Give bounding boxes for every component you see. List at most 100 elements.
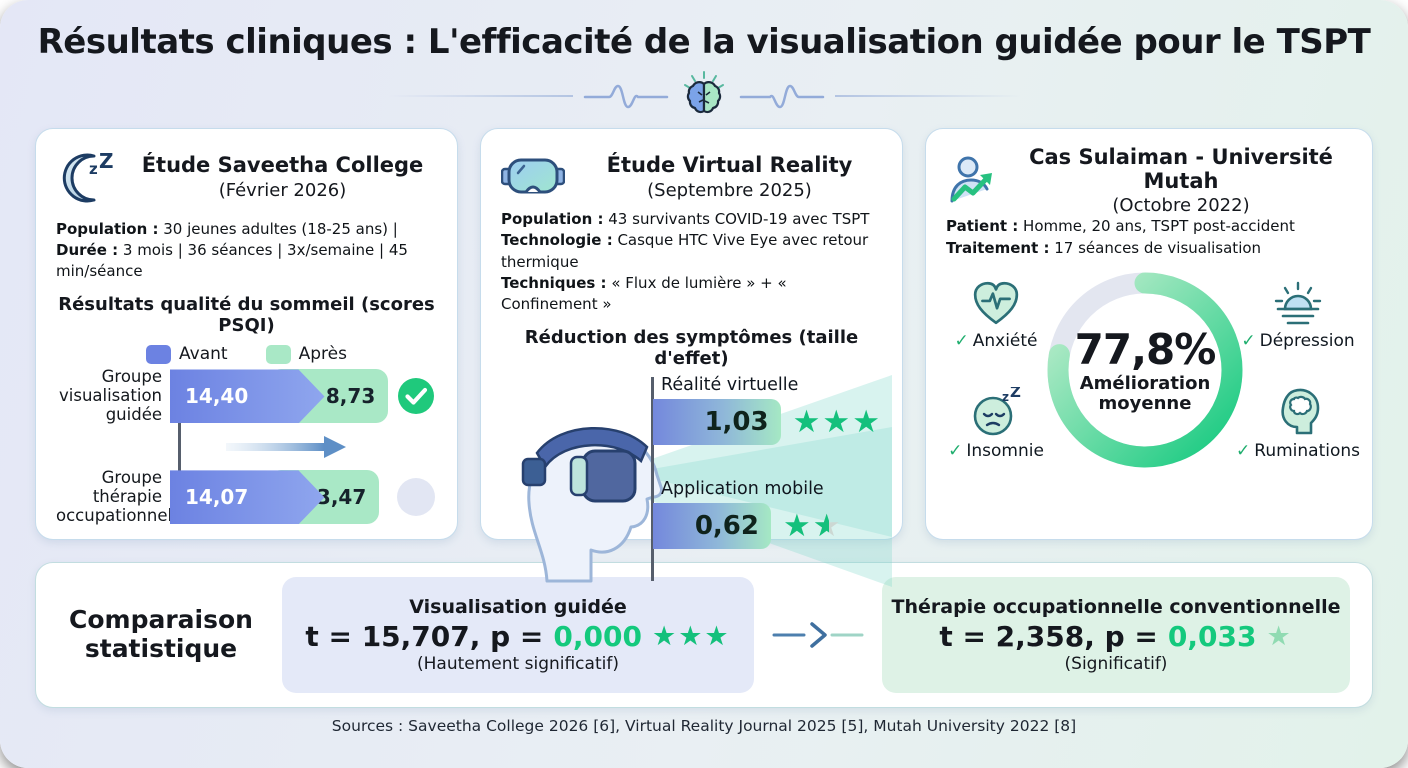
pulse-wave-icon-right xyxy=(739,84,825,109)
check-mark: ✓ xyxy=(1236,440,1251,461)
page-title: Résultats cliniques : L'efficacité de la… xyxy=(37,22,1371,62)
stat-occupational-title: Thérapie occupationnelle conventionnelle xyxy=(891,596,1341,618)
legend-label-before: Avant xyxy=(179,344,228,364)
card-vr-meta-population: Population : 43 survivants COVID-19 avec… xyxy=(501,210,870,228)
card-vr-meta-techniques: Techniques : « Flux de lumière » + « Con… xyxy=(501,273,787,314)
effect-bar-vr: 1,03 xyxy=(653,399,781,446)
effect-bar-app-value: 0,62 xyxy=(694,511,759,542)
stat-guided-title: Visualisation guidée xyxy=(409,596,627,618)
symptom-anxiety-label: ✓ Anxiété xyxy=(954,330,1038,351)
psqi-row-occupational: Groupe thérapie occupationnelle 13,47 14… xyxy=(56,467,437,526)
card-saveetha-date: (Février 2026) xyxy=(218,179,347,201)
psqi-row-guided-label: Groupe visualisation guidée xyxy=(59,367,162,424)
psqi-chart-title: Résultats qualité du sommeil (scores PSQ… xyxy=(58,294,435,336)
psqi-transition-arrow-zone xyxy=(56,425,437,469)
psqi-guided-before-bar: 14,40 xyxy=(170,369,325,423)
svg-text:z: z xyxy=(1002,390,1009,404)
improvement-donut-chart: 77,8% Amélioration moyenne xyxy=(1046,271,1244,469)
card-saveetha: z Z Étude Saveetha College (Février 2026… xyxy=(35,128,458,540)
effect-bar-app-label: Application mobile xyxy=(661,479,824,500)
symptom-depression: ✓ Dépression xyxy=(1241,279,1355,351)
psqi-row-guided: Groupe visualisation guidée 8,73 14,40 xyxy=(56,367,437,425)
effect-bar-app: 0,62 xyxy=(653,503,771,550)
comparison-arrow-icon xyxy=(772,622,864,648)
legend-item-before: Avant xyxy=(146,344,228,364)
right-arrow-icon xyxy=(226,435,346,458)
donut-ring xyxy=(1047,272,1243,468)
legend-item-after: Après xyxy=(265,344,347,364)
heart-pulse-icon xyxy=(973,281,1019,325)
divider-line-right xyxy=(835,95,1020,97)
card-sulaiman-header: Cas Sulaiman - Université Mutah (Octobre… xyxy=(946,145,1352,216)
comparison-heading: Comparaison statistique xyxy=(69,605,253,663)
psqi-legend: Avant Après xyxy=(56,344,437,364)
psqi-axis-line xyxy=(178,372,181,522)
stat-guided-note: (Hautement significatif) xyxy=(417,654,619,674)
effect-bar-vr-row: 1,03 ★★★ xyxy=(653,399,882,446)
moon-zzz-icon: z Z xyxy=(62,149,114,203)
improvement-caption-1: Amélioration xyxy=(1079,372,1211,394)
psqi-occupational-before-value: 14,07 xyxy=(185,485,249,510)
divider-line-left xyxy=(388,95,573,97)
stat-box-occupational: Thérapie occupationnelle conventionnelle… xyxy=(882,577,1350,693)
improvement-caption-2: moyenne xyxy=(1098,393,1192,415)
symptom-ruminations: ✓ Ruminations xyxy=(1236,387,1360,461)
stat-box-guided: Visualisation guidée t = 15,707, p = 0,0… xyxy=(282,577,754,693)
check-mark: ✓ xyxy=(1241,330,1256,351)
card-vr-date: (Septembre 2025) xyxy=(647,179,812,201)
card-vr-meta-technology: Technologie : Casque HTC Vive Eye avec r… xyxy=(501,231,869,271)
study-cards-row: z Z Étude Saveetha College (Février 2026… xyxy=(35,128,1373,588)
effect-bar-app-stars: ★★ ★ xyxy=(783,508,843,545)
donut-center-text: 77,8% Amélioration moyenne xyxy=(1046,271,1244,469)
psqi-row-occupational-bars: 13,47 14,07 xyxy=(170,470,395,525)
psqi-chart: Groupe visualisation guidée 8,73 14,40 xyxy=(56,367,437,526)
stat-guided-p: 0,000 xyxy=(553,620,642,653)
check-circle-icon xyxy=(398,378,434,415)
symptom-depression-label: ✓ Dépression xyxy=(1241,330,1355,351)
patient-progress-icon xyxy=(950,156,992,203)
effect-bar-app-row: 0,62 ★★ ★ xyxy=(653,503,882,550)
psqi-occupational-status xyxy=(395,478,437,517)
effect-size-chart: Réalité virtuelle 1,03 ★★★ Application m… xyxy=(501,375,892,588)
svg-text:z: z xyxy=(89,160,98,178)
effect-bar-vr-label: Réalité virtuelle xyxy=(661,375,799,396)
symptoms-right-column: ✓ Dépression ✓ Ruminations xyxy=(1236,279,1360,461)
stat-guided-t: t = 15,707, p = xyxy=(305,620,544,653)
psqi-guided-after-value: 8,73 xyxy=(325,384,376,409)
card-vr-header: Étude Virtual Reality (Septembre 2025) xyxy=(501,145,882,209)
card-virtual-reality: Étude Virtual Reality (Septembre 2025) P… xyxy=(480,128,903,588)
neutral-circle-icon xyxy=(397,478,435,517)
brain-icon xyxy=(684,71,724,114)
vr-goggles-icon xyxy=(501,158,565,194)
improvement-percentage: 77,8% xyxy=(1074,324,1217,374)
legend-swatch-after xyxy=(265,344,291,364)
stat-occupational-values: t = 2,358, p = 0,033 ★ xyxy=(939,620,1292,653)
statistical-comparison-section: Comparaison statistique Visualisation gu… xyxy=(35,562,1373,708)
stat-occupational-t: t = 2,358, p = xyxy=(939,620,1158,653)
psqi-guided-status xyxy=(395,377,437,415)
svg-text:Z: Z xyxy=(99,149,114,173)
stat-occupational-stars: ★ xyxy=(1266,621,1293,652)
psqi-occupational-before-bar: 14,07 xyxy=(170,470,325,524)
card-sulaiman-title: Cas Sulaiman - Université Mutah xyxy=(1029,145,1333,194)
effect-bar-vr-value: 1,03 xyxy=(704,407,769,438)
card-saveetha-header: z Z Étude Saveetha College (Février 2026… xyxy=(56,145,437,209)
effect-chart-title: Réduction des symptômes (taille d'effet) xyxy=(524,327,859,370)
stat-guided-stars: ★★★ xyxy=(651,621,731,652)
thinking-head-icon xyxy=(1281,388,1320,435)
sunrise-icon xyxy=(1274,281,1322,325)
check-mark: ✓ xyxy=(948,440,963,461)
card-sulaiman-meta-treatment: Traitement : 17 séances de visualisation xyxy=(946,238,1262,257)
psqi-row-guided-bars: 8,73 14,40 xyxy=(170,369,395,424)
psqi-row-occupational-label: Groupe thérapie occupationnelle xyxy=(56,467,187,525)
sources-line: Sources : Saveetha College 2026 [6], Vir… xyxy=(331,717,1077,735)
effect-axis-line xyxy=(651,377,654,582)
stat-occupational-note: (Significatif) xyxy=(1064,654,1168,674)
donut-progress-arc xyxy=(1047,272,1243,468)
stat-guided-values: t = 15,707, p = 0,000 ★★★ xyxy=(305,620,730,653)
card-vr-title: Étude Virtual Reality xyxy=(606,153,853,178)
legend-swatch-before xyxy=(146,344,172,364)
improvement-panel: ✓ Anxiété z Z ✓ Insomnie xyxy=(946,271,1360,469)
pulse-wave-icon-left xyxy=(583,84,669,109)
